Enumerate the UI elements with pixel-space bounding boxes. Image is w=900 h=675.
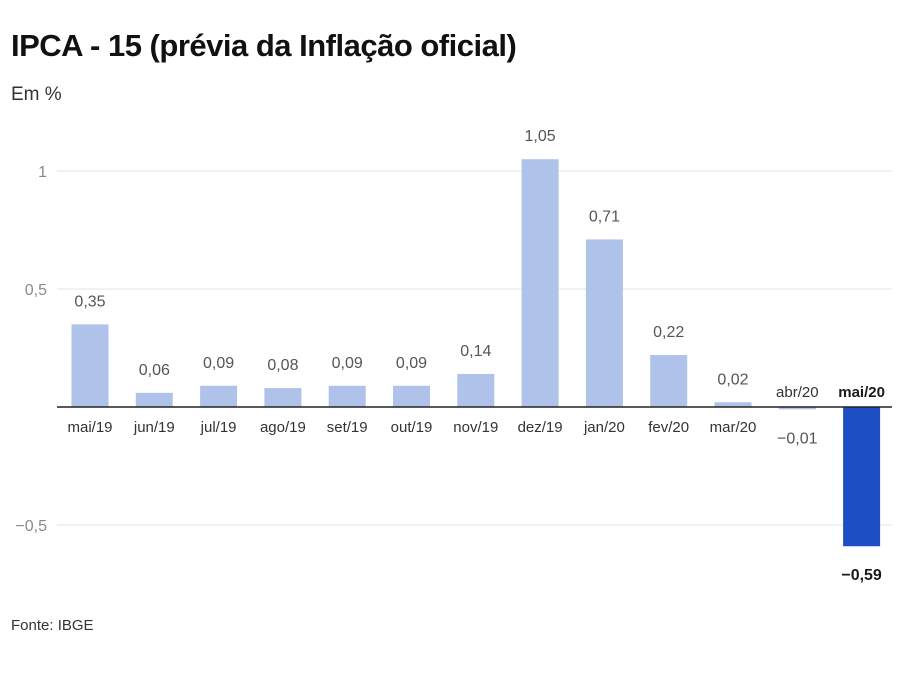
x-tick-label: jul/19: [200, 419, 237, 436]
x-tick-label: mai/19: [67, 419, 112, 436]
x-tick-label: abr/20: [776, 384, 819, 401]
bar-nov-19: [457, 373, 495, 407]
bar-mar-20: [714, 402, 752, 407]
bar-mai-19: [71, 324, 109, 407]
x-tick-label: mar/20: [710, 419, 757, 436]
data-labels: 0,35 0,06 0,09 0,08 0,09 0,09 0,14 1,05 0,71 0,22…: [74, 128, 882, 584]
bar-fev-20: [650, 355, 688, 407]
chart-subtitle: Em %: [11, 84, 62, 105]
x-tick-label: mai/20: [838, 384, 885, 401]
data-label: 0,22: [653, 324, 684, 341]
data-label: 0,09: [396, 355, 427, 372]
data-label: 0,08: [267, 357, 298, 374]
x-tick-label: ago/19: [260, 419, 306, 436]
bar-ago-19: [264, 388, 302, 407]
x-tick-label: fev/20: [648, 419, 689, 436]
x-tick-label: jun/19: [133, 419, 175, 436]
data-label: 0,06: [139, 362, 170, 379]
bar-jun-19: [135, 392, 173, 407]
data-label: 0,71: [589, 208, 620, 225]
y-tick-label: 1: [38, 164, 47, 181]
data-label: −0,59: [841, 567, 882, 584]
data-label: 0,02: [717, 371, 748, 388]
y-tick-label: −0,5: [15, 518, 47, 535]
bar-jan-20: [585, 239, 623, 407]
data-label: 1,05: [525, 128, 556, 145]
data-label: 0,09: [203, 355, 234, 372]
x-tick-label: dez/19: [518, 419, 563, 436]
x-tick-label: set/19: [327, 419, 368, 436]
gridlines: [57, 170, 892, 526]
bar-mai-20: [843, 407, 881, 547]
x-tick-label: out/19: [391, 419, 433, 436]
x-tick-label: jan/20: [583, 419, 625, 436]
x-tick-label: nov/19: [453, 419, 498, 436]
source-note: Fonte: IBGE: [11, 617, 94, 634]
bar-dez-19: [521, 159, 559, 407]
data-label: 0,09: [332, 355, 363, 372]
bar-abr-20: [778, 407, 816, 410]
data-label: 0,14: [460, 343, 491, 360]
chart-title: IPCA - 15 (prévia da Inflação oficial): [11, 28, 517, 63]
y-axis-ticks: −0,5 0,5 1: [15, 164, 47, 535]
y-tick-label: 0,5: [25, 282, 47, 299]
bars: [71, 159, 881, 547]
bar-out-19: [393, 385, 430, 407]
bar-jul-19: [200, 385, 238, 407]
data-label: −0,01: [777, 430, 818, 447]
x-axis-labels: mai/19 jun/19 jul/19 ago/19 set/19 out/19 nov/…: [67, 384, 884, 436]
data-label: 0,35: [74, 293, 105, 310]
bar-set-19: [328, 385, 366, 407]
